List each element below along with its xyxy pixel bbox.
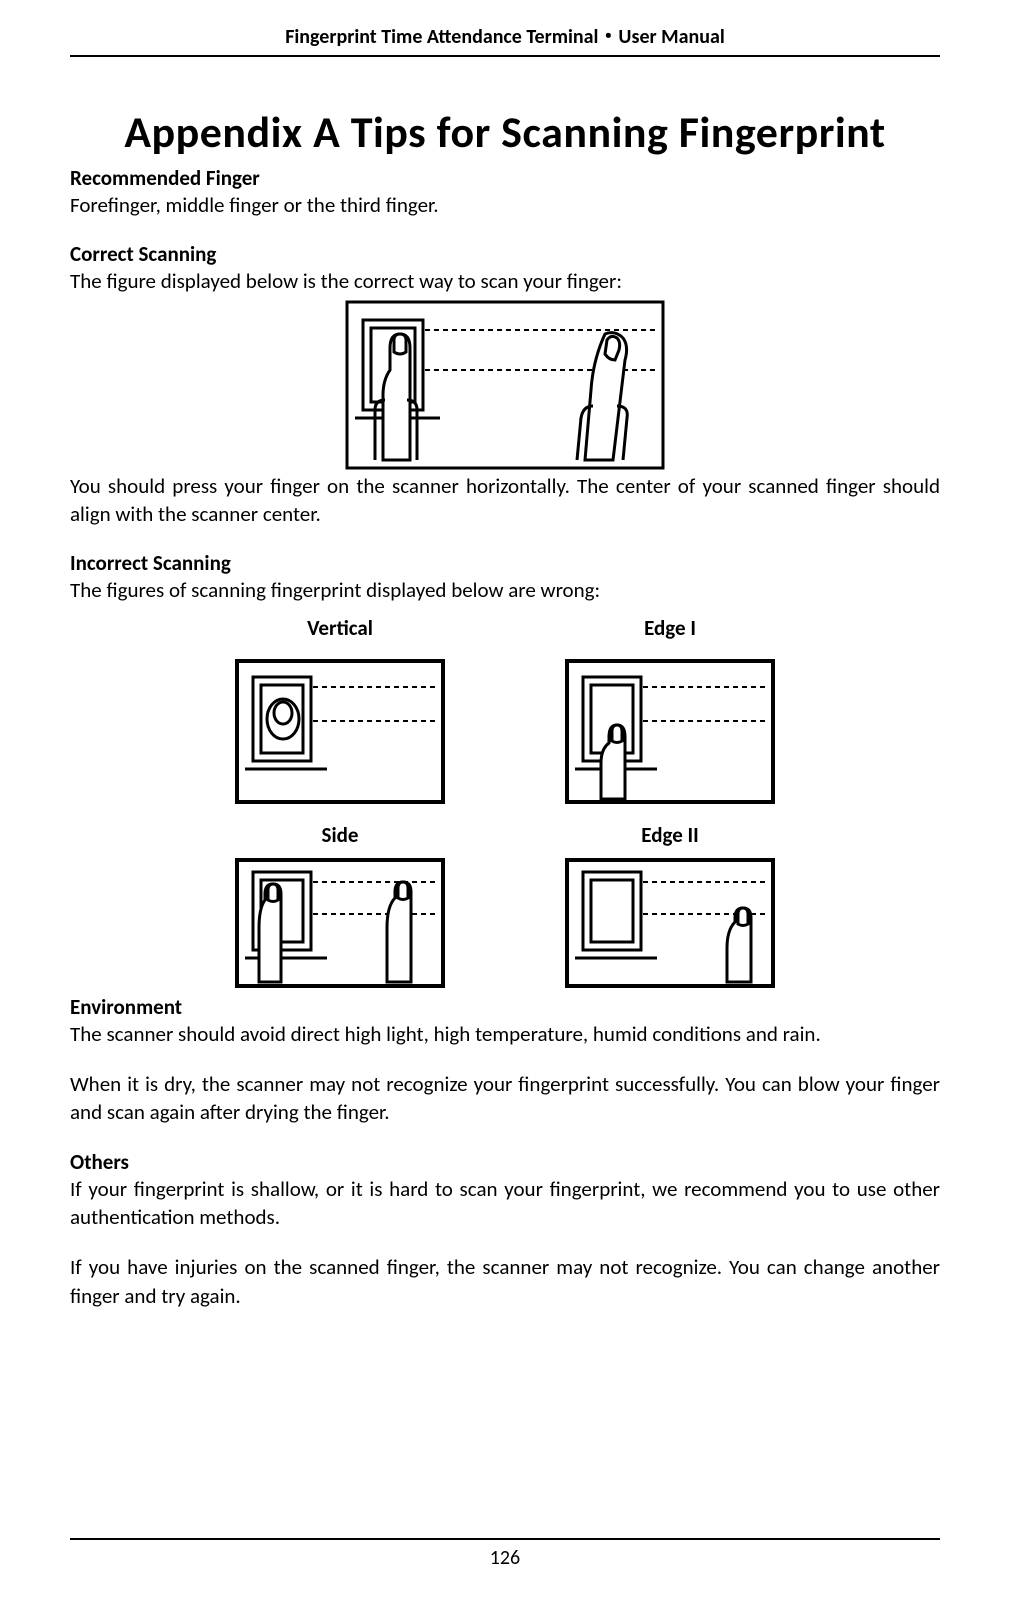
label-vertical: Vertical xyxy=(307,615,373,641)
text-environment-p1: The scanner should avoid direct high lig… xyxy=(70,1020,940,1048)
text-environment-p2: When it is dry, the scanner may not reco… xyxy=(70,1070,940,1127)
heading-recommended: Recommended Finger xyxy=(70,165,940,191)
document-page: Fingerprint Time Attendance Terminal・Use… xyxy=(0,0,1010,1600)
figure-vertical: Vertical xyxy=(235,615,445,804)
text-correct-intro: The figure displayed below is the correc… xyxy=(70,267,940,295)
page-header: Fingerprint Time Attendance Terminal・Use… xyxy=(70,20,940,57)
figure-side: Side xyxy=(235,822,445,988)
diagram-vertical xyxy=(235,659,445,804)
figure-edge2: Edge II xyxy=(565,822,775,988)
text-others-p1: If your fingerprint is shallow, or it is… xyxy=(70,1175,940,1232)
diagram-edge1 xyxy=(565,659,775,804)
appendix-title: Appendix A Tips for Scanning Fingerprint xyxy=(70,105,940,159)
heading-correct: Correct Scanning xyxy=(70,241,940,267)
figure-correct xyxy=(70,300,940,470)
text-others-p2: If you have injuries on the scanned fing… xyxy=(70,1253,940,1310)
figure-row-1: Vertical Edge I xyxy=(70,615,940,804)
figure-edge1: Edge I xyxy=(565,615,775,804)
text-recommended: Forefinger, middle finger or the third f… xyxy=(70,191,940,219)
figure-row-2: Side Edge II xyxy=(70,822,940,988)
label-edge1: Edge I xyxy=(644,615,696,641)
diagram-correct-scan xyxy=(345,300,665,470)
label-edge2: Edge II xyxy=(641,822,698,848)
page-number: 126 xyxy=(0,1546,1010,1570)
text-correct-after: You should press your finger on the scan… xyxy=(70,472,940,529)
label-side: Side xyxy=(322,822,359,848)
diagram-edge2 xyxy=(565,858,775,988)
footer-separator xyxy=(70,1538,940,1540)
heading-incorrect: Incorrect Scanning xyxy=(70,550,940,576)
text-incorrect-intro: The figures of scanning fingerprint disp… xyxy=(70,576,940,604)
diagram-side xyxy=(235,858,445,988)
heading-others: Others xyxy=(70,1149,940,1175)
heading-environment: Environment xyxy=(70,994,940,1020)
